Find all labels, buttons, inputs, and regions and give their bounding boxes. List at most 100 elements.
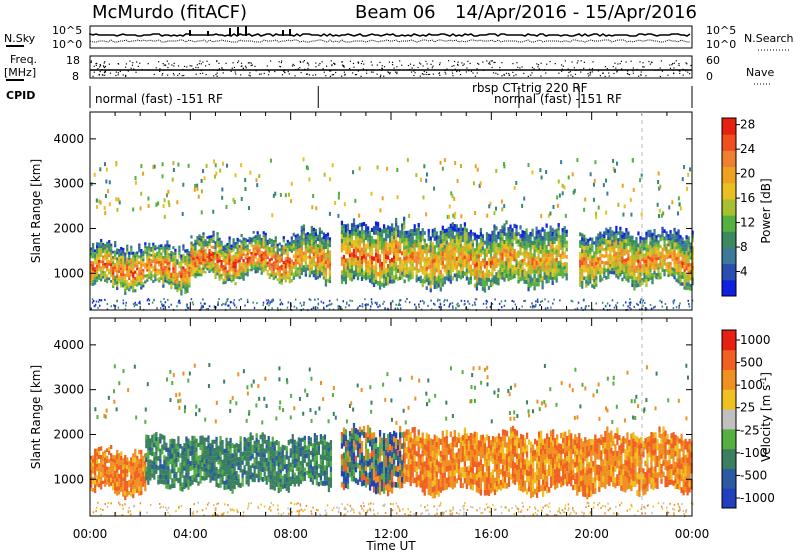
- power-cell: [120, 279, 122, 282]
- power-cell: [319, 249, 321, 253]
- power-cell: [132, 252, 134, 255]
- power-cell: [110, 246, 112, 249]
- power-cell: [359, 223, 361, 227]
- power-cell: [472, 247, 474, 251]
- power-cell: [558, 179, 560, 183]
- power-cell: [204, 256, 206, 258]
- power-cell: [562, 232, 564, 236]
- power-cell: [202, 264, 204, 267]
- power-cell: [291, 266, 293, 269]
- power-cell: [132, 290, 134, 293]
- power-cell: [257, 246, 259, 249]
- power-cell: [172, 276, 174, 279]
- nave-point: [279, 61, 280, 62]
- nave-point: [377, 74, 378, 75]
- power-cell: [617, 255, 619, 258]
- power-cell: [661, 248, 663, 251]
- power-cell: [251, 269, 253, 271]
- power-cell: [216, 232, 218, 235]
- power-cell: [241, 240, 243, 243]
- power-cell: [259, 242, 261, 245]
- power-cell: [593, 282, 595, 285]
- power-cell: [263, 266, 265, 269]
- power-cell: [439, 299, 441, 301]
- power-cell: [667, 274, 669, 277]
- power-cell: [124, 280, 126, 283]
- power-cell: [258, 174, 260, 178]
- power-cell: [389, 271, 391, 275]
- power-cell: [426, 278, 428, 282]
- power-cell: [653, 260, 655, 263]
- power-cell: [601, 267, 603, 270]
- power-cell: [255, 253, 257, 256]
- power-cell: [327, 236, 329, 240]
- power-cell: [146, 251, 148, 254]
- power-cell: [647, 252, 649, 256]
- power-cell: [174, 283, 176, 286]
- power-cell: [315, 251, 317, 255]
- power-cell: [687, 252, 689, 256]
- power-cell: [263, 231, 265, 234]
- power-cell: [291, 236, 293, 239]
- power-cell: [168, 259, 170, 262]
- power-cell: [663, 244, 665, 248]
- nave-point: [462, 65, 463, 66]
- power-cell: [450, 267, 452, 271]
- power-cell: [542, 245, 544, 249]
- nave-point: [671, 64, 672, 65]
- power-cell: [230, 255, 232, 258]
- power-cell: [468, 281, 470, 285]
- power-cell: [314, 299, 316, 301]
- power-cell: [393, 275, 395, 279]
- power-cell: [168, 306, 170, 308]
- nave-point: [640, 75, 641, 76]
- power-cell: [247, 250, 249, 253]
- power-cell: [644, 302, 646, 304]
- power-cell: [507, 258, 509, 262]
- power-cell: [653, 267, 655, 270]
- power-cell: [114, 279, 116, 282]
- power-cell: [416, 279, 418, 283]
- power-cell: [122, 270, 124, 273]
- power-cell: [222, 259, 224, 262]
- power-cell: [308, 177, 310, 181]
- power-cell: [470, 280, 472, 284]
- power-cell: [440, 261, 442, 265]
- power-cell: [468, 236, 470, 240]
- power-cell: [287, 262, 289, 265]
- nave-point: [488, 63, 489, 64]
- power-cell: [391, 236, 393, 240]
- power-cell: [689, 273, 691, 276]
- power-cell: [133, 303, 135, 305]
- power-cell: [406, 238, 408, 242]
- power-cell: [430, 260, 432, 264]
- power-cell: [444, 158, 446, 162]
- power-cell: [583, 254, 585, 258]
- power-cell: [591, 255, 593, 259]
- power-cell: [162, 265, 164, 268]
- power-cell: [100, 248, 102, 251]
- power-cell: [287, 271, 289, 274]
- power-cell: [285, 246, 287, 249]
- power-cell: [511, 246, 513, 250]
- power-cell: [562, 236, 564, 240]
- nave-point: [99, 66, 100, 67]
- power-cell: [301, 243, 303, 247]
- power-cell: [581, 273, 583, 277]
- power-cell: [391, 241, 393, 245]
- power-cell: [146, 264, 148, 267]
- power-cell: [535, 282, 537, 286]
- power-cell: [325, 279, 327, 283]
- power-cell: [251, 264, 253, 266]
- power-cell: [434, 232, 436, 236]
- power-cell: [581, 241, 583, 245]
- power-cell: [399, 249, 401, 253]
- power-cell: [142, 274, 144, 277]
- power-cell: [564, 273, 566, 277]
- nave-point: [620, 63, 621, 64]
- nave-point: [173, 74, 174, 75]
- power-cell: [146, 249, 148, 252]
- power-cell: [537, 238, 539, 242]
- power-cell: [617, 266, 619, 269]
- power-cell: [222, 282, 224, 285]
